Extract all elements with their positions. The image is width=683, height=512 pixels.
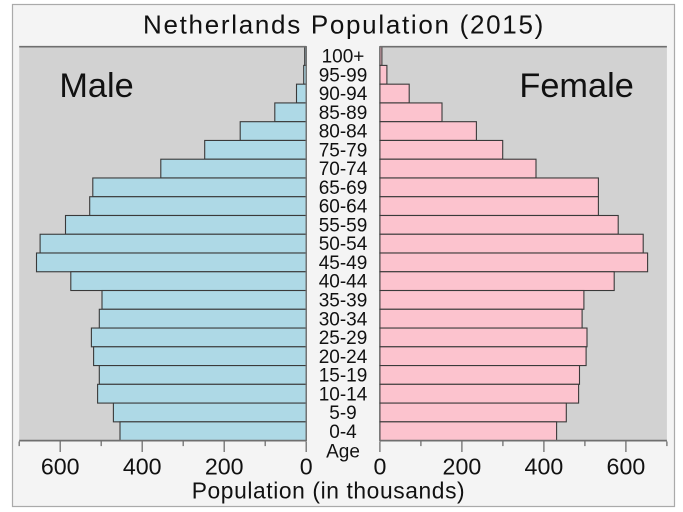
svg-text:5-9: 5-9	[329, 403, 356, 424]
svg-text:0: 0	[300, 454, 313, 480]
svg-text:25-29: 25-29	[319, 328, 368, 349]
svg-text:45-49: 45-49	[319, 253, 368, 274]
svg-text:40-44: 40-44	[319, 272, 368, 293]
svg-text:400: 400	[525, 454, 564, 480]
svg-text:85-89: 85-89	[319, 103, 368, 124]
svg-text:65-69: 65-69	[319, 178, 368, 199]
svg-text:0-4: 0-4	[329, 422, 357, 443]
svg-text:90-94: 90-94	[319, 84, 368, 105]
svg-text:30-34: 30-34	[319, 309, 368, 330]
svg-text:20-24: 20-24	[319, 347, 368, 368]
svg-text:95-99: 95-99	[319, 65, 368, 86]
svg-text:0: 0	[373, 454, 386, 480]
svg-text:10-14: 10-14	[319, 384, 368, 405]
svg-text:Population (in thousands): Population (in thousands)	[192, 478, 466, 504]
svg-text:60-64: 60-64	[319, 197, 368, 218]
svg-text:15-19: 15-19	[319, 366, 368, 387]
svg-text:50-54: 50-54	[319, 234, 368, 255]
svg-text:75-79: 75-79	[319, 140, 368, 161]
svg-text:200: 200	[205, 454, 244, 480]
svg-text:600: 600	[607, 454, 646, 480]
svg-text:Female: Female	[519, 67, 633, 105]
svg-text:55-59: 55-59	[319, 215, 368, 236]
svg-text:35-39: 35-39	[319, 291, 368, 312]
svg-text:Male: Male	[59, 67, 133, 105]
svg-text:600: 600	[41, 454, 80, 480]
svg-text:Netherlands Population (2015): Netherlands Population (2015)	[143, 10, 545, 40]
svg-text:Age: Age	[326, 442, 360, 463]
svg-text:70-74: 70-74	[319, 159, 368, 180]
svg-text:400: 400	[123, 454, 162, 480]
svg-text:80-84: 80-84	[319, 122, 368, 143]
svg-text:200: 200	[443, 454, 482, 480]
svg-text:100+: 100+	[322, 47, 365, 68]
